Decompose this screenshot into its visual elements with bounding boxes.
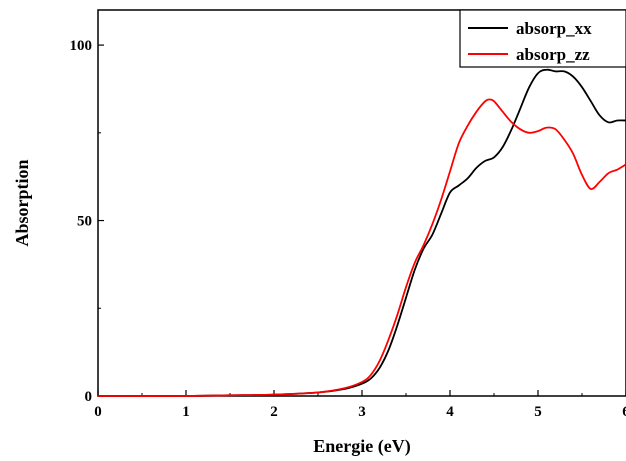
plot-frame [97,9,626,397]
legend: absorp_xx absorp_zz [459,9,626,68]
y-tick-label: 100 [70,38,93,54]
y-tick-label: 50 [77,214,92,230]
y-tick-label: 0 [85,389,93,405]
x-tick-label: 3 [358,404,366,420]
legend-label: absorp_xx [516,19,592,38]
x-axis-title: Energie (eV) [313,436,410,457]
x-tick-label: 6 [622,404,626,420]
series-line-absorp-xx [97,68,626,397]
x-tick-label: 2 [270,404,278,420]
series-line-absorp-zz [97,98,626,397]
x-tick-label: 4 [446,404,454,420]
x-tick-label: 0 [94,404,102,420]
y-axis-title: Absorption [12,159,32,246]
series-layer [97,68,626,397]
legend-label: absorp_zz [516,45,590,64]
x-tick-label: 5 [534,404,542,420]
legend-box [459,9,626,68]
axis-ticks: 0 1 2 3 4 5 6 0 50 100 [70,38,626,420]
x-tick-label: 1 [182,404,190,420]
